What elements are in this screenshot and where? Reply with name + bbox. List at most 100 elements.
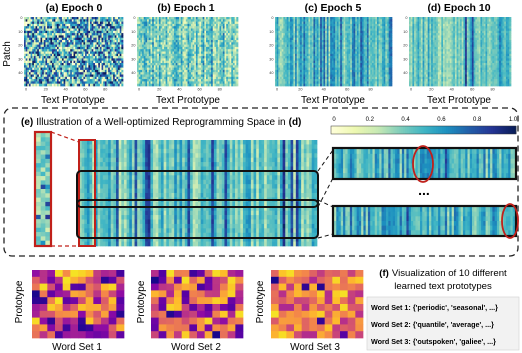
heatmap-a-cell [101, 40, 104, 43]
heatmap-b-cell [167, 56, 170, 59]
heatmap-c-cell [310, 60, 313, 64]
heatmap-c-cell [350, 28, 353, 32]
heatmap-a-cell [90, 74, 92, 78]
heatmap-c-cell [361, 26, 364, 29]
heatmap-b-cell [200, 60, 203, 64]
heatmap-c-cell [293, 58, 296, 62]
heatmap-c-cell [305, 26, 308, 29]
heatmap-b-cell [234, 65, 237, 68]
heatmap-a-cell [104, 74, 107, 78]
heatmap-c-cell [360, 42, 363, 45]
heatmap-c-cell [353, 53, 356, 57]
heatmap-a-cell [28, 79, 31, 82]
heatmap-c-cell [275, 49, 278, 52]
heatmap-b-cell [180, 72, 183, 75]
heatmap-a-cell [57, 46, 59, 50]
heatmap-a-cell [38, 81, 41, 85]
heatmap-a-cell [85, 51, 88, 55]
heatmap-b-cell [180, 21, 183, 25]
heatmap-b-cell [150, 72, 153, 75]
heatmap-c-cell [340, 35, 343, 39]
heatmap-a-cell [103, 35, 106, 39]
heatmap-b-cell [163, 56, 166, 59]
heatmap-b-cell [184, 49, 187, 52]
heatmap-c-cell [370, 37, 373, 41]
heatmap-b-cell [177, 23, 180, 27]
heatmap-a-cell [83, 51, 86, 55]
heatmap-b-cell [211, 65, 214, 68]
heatmap-b-cell [190, 65, 193, 68]
heatmap-b-cell [148, 17, 151, 20]
heatmap-a-cell [32, 81, 35, 85]
heatmap-c-cell [341, 30, 344, 34]
heatmap-c-cell [308, 26, 311, 29]
heatmap-a-cell [94, 69, 97, 73]
heatmap-c-cell [333, 53, 336, 57]
heatmap-b-cell [138, 51, 141, 55]
heatmap-c-cell [318, 42, 321, 45]
heatmap-a-cell [65, 51, 68, 55]
heatmap-b-cell [140, 56, 143, 59]
heatmap-b-cell [177, 42, 180, 45]
heatmap-b-cell [221, 65, 224, 68]
heatmap-a-cell [42, 65, 45, 68]
heatmap-a-cell [88, 60, 91, 64]
heatmap-a-cell [68, 69, 71, 73]
heatmap-b-cell [167, 51, 170, 55]
heatmap-c-cell [313, 37, 316, 41]
heatmap-a-cell [55, 58, 58, 62]
heatmap-b-cell [206, 49, 209, 52]
heatmap-a-cell [37, 35, 40, 39]
heatmap-b-cell [155, 21, 158, 25]
heatmap-a-cell [118, 21, 121, 25]
heatmap-c-cell [290, 60, 293, 64]
heatmap-a-cell [73, 67, 76, 71]
heatmap-a-cell [73, 72, 76, 75]
heatmap-a-cell [47, 30, 50, 34]
heatmap-b-cell [184, 17, 187, 20]
heatmap-c-cell [323, 60, 326, 64]
heatmap-b-cell [211, 76, 214, 80]
heatmap-c-cell [355, 44, 358, 48]
heatmap-b-cell [202, 35, 205, 39]
heatmap-b-cell [209, 44, 212, 48]
heatmap-a-cell [116, 42, 119, 45]
heatmap-c-cell [346, 56, 349, 59]
heatmap-c-cell [313, 42, 316, 45]
heatmap-a-cell [113, 19, 116, 22]
heatmap-b-cell [168, 23, 172, 27]
heatmap-a-cell [61, 23, 64, 27]
heatmap-a-cell [75, 28, 78, 32]
heatmap-c-cell [305, 51, 308, 55]
heatmap-c-cell [375, 51, 378, 55]
heatmap-c-cell [360, 58, 363, 62]
heatmap-c-cell [341, 53, 344, 57]
heatmap-b-cell [192, 26, 195, 29]
heatmap-c-cell [385, 53, 388, 57]
heatmap-a-cell [104, 83, 107, 87]
heatmap-c-cell [341, 56, 344, 59]
heatmap-b-cell [222, 81, 225, 85]
heatmap-a-cell [104, 40, 107, 43]
heatmap-c-cell [305, 53, 308, 57]
heatmap-b-cell [194, 63, 197, 66]
heatmap-a-cell [53, 58, 56, 62]
heatmap-a-cell [80, 37, 83, 41]
heatmap-b-cell [214, 23, 217, 27]
heatmap-a-cell [121, 72, 124, 75]
heatmap-b-cell [168, 37, 172, 41]
heatmap-a-cell [80, 56, 83, 59]
heatmap-b-cell [172, 23, 175, 27]
heatmap-a-cell [106, 19, 109, 22]
heatmap-c-cell [383, 30, 386, 34]
heatmap-c-cell [333, 28, 336, 32]
heatmap-b-cell [162, 67, 165, 71]
heatmap-c-cell [321, 40, 324, 43]
heatmap-a-cell [80, 72, 83, 75]
heatmap-a-cell [96, 72, 99, 75]
heatmap-b-cell [180, 37, 183, 41]
heatmap-a-cell [57, 28, 59, 32]
heatmap-b-cell [180, 23, 183, 27]
heatmap-a-cell [76, 76, 79, 80]
heatmap-b-cell [231, 69, 234, 73]
